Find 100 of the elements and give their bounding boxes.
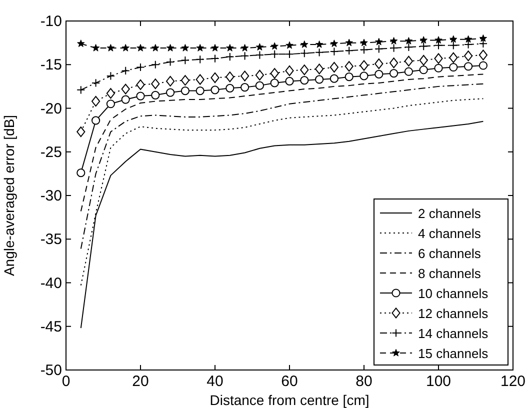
point [92, 96, 100, 107]
point [420, 36, 428, 44]
point [196, 74, 204, 85]
point [360, 72, 368, 80]
point [286, 41, 294, 49]
point [450, 35, 458, 43]
point [121, 84, 130, 94]
point [300, 48, 309, 58]
y-tick-label: -10 [40, 13, 62, 30]
x-tick-label: 40 [206, 373, 224, 390]
point [270, 42, 278, 50]
point [270, 50, 279, 58]
point [464, 62, 473, 71]
point [390, 44, 398, 52]
point [180, 75, 190, 86]
point [106, 100, 115, 108]
y-tick-label: -25 [40, 144, 62, 161]
point [404, 56, 413, 66]
point [270, 78, 279, 88]
x-axis-title: Distance from centre [cm] [210, 392, 370, 408]
point [255, 70, 264, 80]
legend-label: 15 channels [418, 346, 489, 361]
point [285, 50, 294, 58]
point [434, 41, 443, 50]
point [226, 84, 234, 92]
y-tick-label: -30 [40, 188, 62, 204]
point [180, 86, 190, 96]
point [315, 48, 324, 57]
point [121, 66, 130, 76]
point [419, 42, 428, 51]
x-tick-label: 100 [426, 373, 452, 390]
x-tick-label: 20 [132, 373, 149, 390]
point [434, 53, 443, 64]
legend-label: 10 channels [418, 286, 489, 301]
point [419, 66, 428, 74]
x-tick-label: 120 [500, 373, 526, 390]
point [136, 92, 145, 100]
legend-label: 14 channels [418, 326, 489, 341]
point [255, 50, 264, 60]
point [151, 78, 160, 90]
point [345, 38, 353, 46]
legend-label: 12 channels [418, 306, 489, 321]
point [449, 62, 458, 72]
point [374, 58, 384, 70]
point [464, 40, 473, 49]
point [136, 79, 145, 90]
legend-label: 8 channels [418, 266, 482, 281]
point [270, 68, 279, 79]
point [285, 65, 294, 76]
point [449, 41, 458, 50]
point [166, 76, 175, 87]
point [479, 34, 488, 42]
legend-label: 2 channels [418, 206, 482, 221]
point [106, 88, 115, 99]
point [151, 90, 160, 100]
point [136, 44, 144, 52]
point [434, 36, 442, 44]
point [315, 40, 324, 48]
point [76, 126, 86, 138]
y-tick-label: -20 [40, 100, 62, 118]
point [330, 47, 338, 56]
point [330, 62, 338, 73]
point [226, 72, 234, 82]
point [478, 39, 488, 48]
point [449, 52, 458, 63]
point [240, 52, 250, 60]
y-tick-label: -15 [40, 56, 62, 74]
point [240, 44, 249, 52]
point [196, 44, 204, 52]
point [210, 54, 220, 63]
legend-label: 6 channels [418, 246, 482, 261]
point [226, 44, 234, 52]
point [464, 35, 472, 43]
point [404, 42, 413, 52]
point [152, 44, 160, 52]
point [344, 72, 354, 82]
point [360, 38, 368, 46]
point [196, 55, 204, 64]
point [240, 83, 250, 92]
point [404, 37, 413, 44]
point [478, 61, 488, 70]
point [136, 62, 145, 72]
point [166, 88, 175, 97]
point [151, 60, 160, 69]
point [256, 43, 264, 50]
point [196, 86, 204, 96]
point [76, 86, 86, 94]
point [390, 58, 398, 68]
point [240, 70, 250, 82]
y-tick-label: -35 [40, 231, 62, 248]
line-series [80, 83, 484, 250]
point [121, 95, 130, 104]
point [92, 44, 100, 52]
point [315, 75, 324, 84]
point [434, 64, 443, 72]
point [92, 116, 100, 125]
point [344, 46, 354, 55]
point [92, 78, 100, 88]
point [77, 40, 85, 48]
x-tick-label: 60 [281, 373, 298, 390]
